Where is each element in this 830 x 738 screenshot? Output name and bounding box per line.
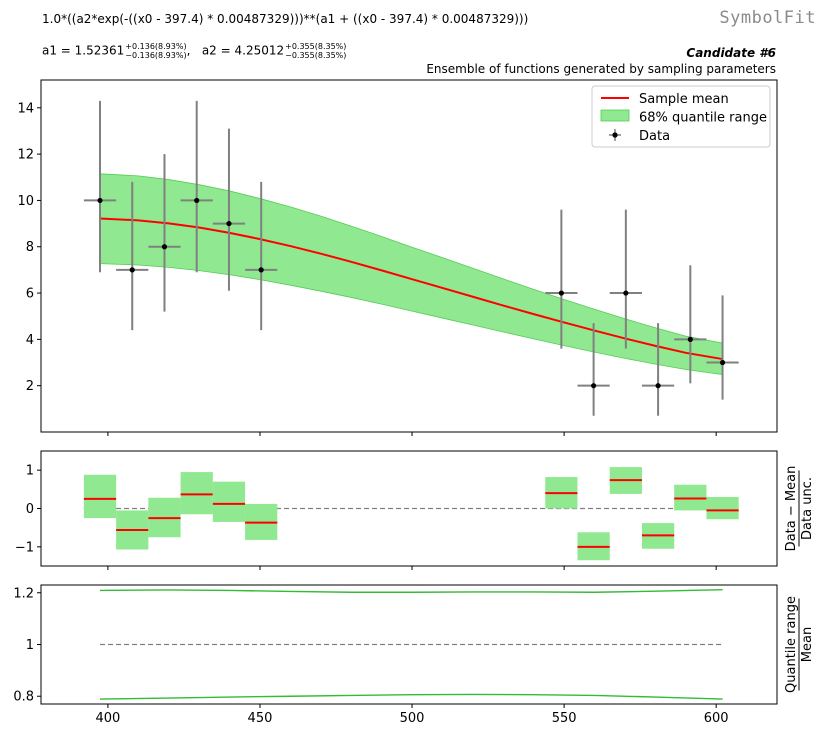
y-tick-label-residual: 1 — [26, 464, 34, 479]
residual-band — [83, 474, 117, 519]
x-tick-label: 450 — [248, 711, 273, 726]
residual-ylabel-denominator: Data unc. — [800, 477, 815, 540]
fit-parameters: a1 = 1.52361 +0.136(8.93%) −0.136(8.93%), … — [42, 42, 347, 60]
ratio-ylabel-denominator: Mean — [800, 627, 815, 662]
ratio-ylabel-numerator: Quantile range — [784, 596, 799, 693]
fit-formula: 1.0*((a2*exp(-((x0 - 397.4) * 0.00487329… — [42, 12, 529, 26]
data-marker — [226, 220, 232, 227]
y-tick-label-ratio: 1 — [26, 638, 34, 653]
residual-bar-2 — [116, 510, 149, 550]
legend-entry-1: Sample mean — [639, 92, 729, 107]
y-tick-label-residual: −1 — [15, 540, 34, 555]
residual-bar-11 — [674, 484, 707, 511]
param-a1-up: +0.136(8.93%) — [125, 42, 187, 51]
data-marker — [97, 197, 103, 204]
data-point-8 — [577, 323, 610, 416]
param-a2-up: +0.355(8.35%) — [285, 42, 347, 51]
data-marker — [161, 244, 168, 250]
param-a2: a2 = 4.25012 — [201, 43, 285, 58]
data-marker — [258, 267, 264, 273]
y-tick-label-ratio: 1.2 — [13, 586, 34, 601]
param-a2-down: −0.355(8.35%) — [285, 51, 347, 60]
y-tick-label-main: 4 — [26, 333, 34, 348]
data-marker — [687, 336, 693, 342]
data-point-5 — [212, 128, 246, 291]
data-point-3 — [148, 154, 181, 312]
y-tick-label-ratio: 0.8 — [13, 690, 34, 705]
data-marker — [655, 383, 661, 389]
main-frame — [40, 79, 778, 433]
legend-entry-2: 68% quantile range — [639, 111, 767, 126]
y-tick-label-main: 8 — [26, 240, 34, 255]
data-point-10 — [641, 323, 675, 416]
y-tick-label-main: 14 — [17, 101, 34, 116]
param-a2-uncertainty: +0.355(8.35%) −0.355(8.35%) — [285, 42, 346, 60]
data-point-12 — [706, 295, 739, 400]
residual-ylabel-numerator: Data − Mean — [784, 466, 799, 552]
ratio-upper-line — [99, 588, 723, 593]
param-a1-down: −0.136(8.93%) — [125, 51, 187, 60]
data-marker — [623, 290, 629, 296]
data-point-9 — [609, 209, 642, 349]
y-tick-label-main: 6 — [26, 287, 34, 302]
chart-subtitle: Ensemble of functions generated by sampl… — [426, 62, 776, 76]
data-point-1 — [83, 100, 117, 273]
data-point-7 — [545, 209, 578, 349]
residual-bar-9 — [609, 467, 642, 494]
residual-bar-5 — [212, 481, 246, 522]
residual-bar-6 — [245, 503, 278, 540]
data-marker — [558, 290, 564, 296]
data-point-11 — [674, 265, 707, 384]
data-point-2 — [116, 181, 149, 331]
y-tick-label-main: 2 — [26, 379, 34, 394]
candidate-label: Candidate #6 — [686, 46, 776, 60]
residual-bar-12 — [706, 497, 739, 520]
quantile-band — [99, 173, 723, 376]
y-tick-label-residual: 0 — [26, 502, 34, 517]
mean-curve — [99, 217, 723, 361]
legend-frame — [591, 85, 771, 148]
x-tick-label: 400 — [95, 711, 120, 726]
data-marker — [591, 383, 597, 389]
data-marker — [129, 267, 135, 273]
ratio-lower-line — [99, 693, 723, 700]
x-tick-label: 550 — [552, 711, 577, 726]
residual-bar-7 — [545, 477, 578, 509]
legend — [591, 85, 771, 148]
data-point-6 — [245, 181, 278, 331]
y-tick-label-main: 10 — [17, 194, 34, 209]
residual-band — [706, 497, 739, 520]
brand-label: SymbolFit — [719, 8, 816, 28]
legend-entry-3: Data — [639, 129, 670, 144]
param-a1-uncertainty: +0.136(8.93%) −0.136(8.93%) — [125, 42, 186, 60]
x-tick-label: 500 — [400, 711, 425, 726]
residual-bar-10 — [641, 523, 675, 549]
ratio-ylabel: Quantile range Mean — [784, 596, 815, 693]
data-point-4 — [180, 100, 213, 273]
legend-band-swatch — [600, 109, 630, 122]
residual-bar-3 — [148, 497, 181, 538]
residual-bar-1 — [83, 474, 117, 519]
residual-band — [212, 481, 246, 522]
data-marker — [719, 359, 726, 366]
legend-data-marker — [612, 132, 618, 138]
param-a1: a1 = 1.52361 — [42, 43, 125, 58]
residual-ylabel: Data − Mean Data unc. — [784, 466, 815, 552]
data-marker — [194, 197, 200, 204]
residual-band — [180, 472, 213, 515]
residual-bar-4 — [180, 472, 213, 515]
y-tick-label-main: 12 — [17, 148, 34, 163]
x-tick-label: 600 — [704, 711, 729, 726]
residual-bar-8 — [577, 532, 610, 561]
